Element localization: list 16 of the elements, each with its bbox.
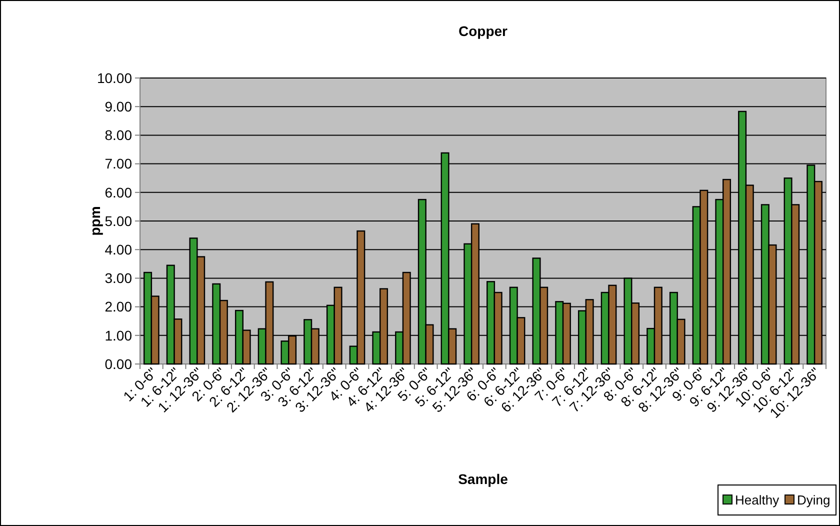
y-tick-label: 8.00 xyxy=(104,127,132,144)
y-tick-label: 4.00 xyxy=(104,242,132,258)
y-tick-label: 2.00 xyxy=(104,298,132,315)
legend-label: Dying xyxy=(797,492,830,508)
x-axis-title: Sample xyxy=(458,471,508,487)
y-tick-label: 3.00 xyxy=(104,270,132,286)
y-tick-label: 6.00 xyxy=(104,184,132,200)
chart-title: Copper xyxy=(458,23,508,39)
legend-label: Healthy xyxy=(735,492,780,508)
y-tick-label: 9.00 xyxy=(104,98,132,114)
y-tick-label: 10.00 xyxy=(96,70,132,86)
y-tick-label: 7.00 xyxy=(104,156,132,172)
y-tick-label: 1.00 xyxy=(104,327,132,344)
y-tick-label: 5.00 xyxy=(104,212,132,229)
y-tick-label: 0.00 xyxy=(104,356,132,372)
y-axis-title: ppm xyxy=(87,206,103,236)
